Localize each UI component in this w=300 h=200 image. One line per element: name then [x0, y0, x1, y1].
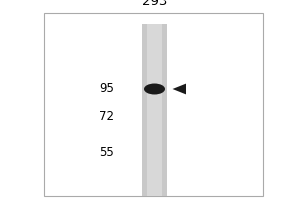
- Text: 95: 95: [99, 82, 114, 95]
- Ellipse shape: [144, 83, 165, 94]
- Bar: [148, 24, 161, 196]
- Bar: [142, 24, 167, 196]
- Bar: [44, 13, 262, 196]
- Polygon shape: [172, 84, 186, 94]
- Text: 293: 293: [142, 0, 167, 8]
- Text: 72: 72: [99, 110, 114, 123]
- Text: 55: 55: [99, 146, 114, 160]
